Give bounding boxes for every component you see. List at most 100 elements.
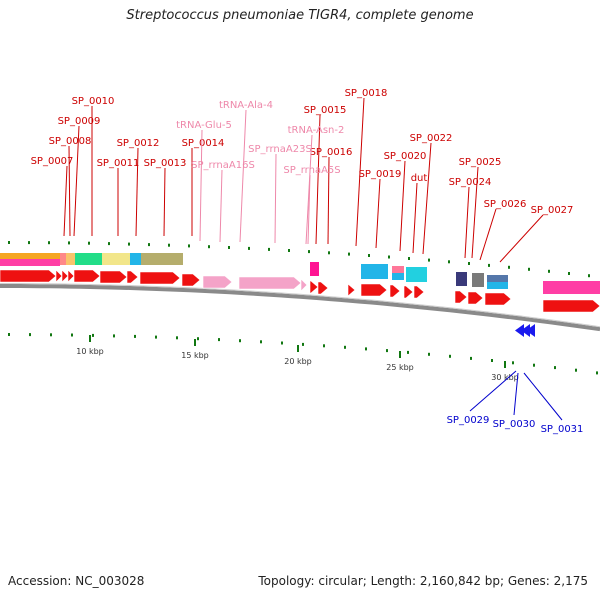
rna-feature-label-sp-rrnaa23s[interactable]: SP_rrnaA23S [248, 144, 312, 155]
annotation-block-6[interactable] [102, 253, 130, 265]
minor-tick-bottom [386, 349, 388, 353]
rna-feature-label-trna-ala-4[interactable]: tRNA-Ala-4 [219, 100, 273, 111]
reverse-gene-label-sp-0029[interactable]: SP_0029 [447, 415, 490, 426]
minor-tick-top [388, 255, 390, 259]
minor-tick-top [68, 241, 70, 245]
forward-gene-label-sp-0007[interactable]: SP_0007 [31, 156, 74, 167]
minor-tick-top [8, 241, 10, 244]
annotation-block-13[interactable] [406, 267, 427, 282]
forward-gene-arrow-16[interactable] [413, 285, 425, 299]
reverse-gene-label-sp-0031[interactable]: SP_0031 [541, 424, 584, 435]
forward-gene-arrow-14[interactable] [389, 284, 401, 298]
minor-tick-top [88, 241, 90, 245]
forward-gene-arrow-13[interactable] [360, 283, 388, 297]
annotation-block-17[interactable] [487, 282, 508, 289]
minor-tick-bottom [71, 333, 73, 337]
forward-gene-label-sp-0027[interactable]: SP_0027 [531, 205, 574, 216]
annotation-block-9[interactable] [310, 262, 319, 276]
minor-tick-bottom [512, 361, 514, 365]
forward-gene-arrow-5[interactable] [73, 269, 101, 283]
forward-gene-label-sp-0015[interactable]: SP_0015 [304, 105, 347, 116]
annotation-block-12[interactable] [392, 273, 404, 280]
forward-gene-arrow-11[interactable] [317, 281, 329, 295]
annotation-block-14[interactable] [456, 272, 467, 286]
annotation-block-7[interactable] [130, 253, 141, 265]
rna-feature-label-trna-asn-2[interactable]: tRNA-Asn-2 [288, 125, 345, 136]
forward-gene-label-sp-0009[interactable]: SP_0009 [58, 116, 101, 127]
reverse-gene-arrow-2[interactable] [521, 324, 530, 337]
annotation-block-11[interactable] [392, 266, 404, 273]
forward-gene-label-sp-0011[interactable]: SP_0011 [97, 158, 140, 169]
annotation-block-18[interactable] [543, 281, 600, 294]
minor-tick-top [108, 242, 110, 246]
forward-gene-arrow-8[interactable] [139, 271, 181, 285]
callout-line [479, 208, 497, 261]
callout-line [327, 156, 330, 245]
forward-gene-arrow-6[interactable] [99, 270, 128, 284]
genome-summary: Topology: circular; Length: 2,160,842 bp… [258, 574, 588, 588]
scale-label: 30 kbp [491, 373, 519, 382]
forward-gene-arrow-4[interactable] [67, 269, 75, 283]
forward-gene-label-sp-0008[interactable]: SP_0008 [49, 136, 92, 147]
forward-gene-label-sp-0016[interactable]: SP_0016 [310, 147, 353, 158]
forward-gene-arrow-3[interactable] [61, 269, 69, 283]
callout-line [73, 125, 80, 237]
forward-gene-label-sp-0025[interactable]: SP_0025 [459, 157, 502, 168]
forward-gene-label-sp-0012[interactable]: SP_0012 [117, 138, 160, 149]
annotation-block-1[interactable] [0, 253, 60, 259]
reverse-gene-arrow-1[interactable] [515, 324, 524, 337]
forward-gene-arrow-19[interactable] [484, 292, 512, 306]
forward-gene-label-sp-0019[interactable]: SP_0019 [359, 169, 402, 180]
reverse-gene-arrow-3[interactable] [526, 324, 535, 337]
annotation-block-3[interactable] [60, 253, 66, 265]
forward-gene-arrow-2[interactable] [55, 269, 63, 283]
forward-gene-arrow-17[interactable] [454, 290, 468, 304]
minor-tick-bottom [470, 356, 472, 360]
annotation-block-10[interactable] [361, 264, 388, 279]
callout-line [163, 167, 166, 237]
forward-gene-arrow-1[interactable] [0, 269, 57, 283]
minor-tick-top [228, 246, 230, 249]
forward-gene-arrow-9[interactable] [181, 273, 201, 287]
forward-gene-label-sp-0026[interactable]: SP_0026 [484, 199, 527, 210]
callout-line [422, 142, 432, 255]
forward-gene-arrow-15[interactable] [403, 285, 414, 299]
rna-feature-arrow-2[interactable] [238, 276, 302, 290]
rna-feature-label-trna-glu-5[interactable]: tRNA-Glu-5 [176, 120, 232, 131]
minor-tick-bottom [344, 345, 346, 349]
forward-gene-arrow-18[interactable] [467, 291, 484, 305]
rna-feature-label-sp-rrnaa16s[interactable]: SP_rrnaA16S [191, 160, 255, 171]
rna-feature-label-sp-rrnaa5s[interactable]: SP_rrnaA5S [283, 165, 340, 176]
forward-gene-arrow-10[interactable] [309, 280, 319, 294]
forward-gene-label-sp-0014[interactable]: SP_0014 [182, 138, 225, 149]
forward-gene-arrow-7[interactable] [126, 270, 139, 284]
minor-tick-top [348, 252, 350, 256]
forward-gene-label-sp-0020[interactable]: SP_0020 [384, 151, 427, 162]
rna-feature-arrow-1[interactable] [202, 275, 233, 289]
forward-gene-label-dut[interactable]: dut [411, 173, 428, 184]
minor-tick-bottom [113, 334, 115, 338]
forward-gene-arrow-20[interactable] [542, 299, 600, 313]
annotation-block-5[interactable] [75, 253, 102, 265]
callout-line [471, 166, 479, 259]
forward-gene-label-sp-0018[interactable]: SP_0018 [345, 88, 388, 99]
forward-gene-label-sp-0010[interactable]: SP_0010 [72, 96, 115, 107]
major-tick [399, 351, 401, 358]
minor-tick-top [308, 250, 310, 254]
forward-gene-arrow-12[interactable] [347, 283, 356, 297]
reverse-gene-label-sp-0030[interactable]: SP_0030 [493, 419, 536, 430]
minor-tick-bottom [575, 368, 577, 372]
annotation-block-8[interactable] [141, 253, 183, 265]
forward-gene-label-sp-0022[interactable]: SP_0022 [410, 133, 453, 144]
forward-gene-label-sp-0024[interactable]: SP_0024 [449, 177, 492, 188]
annotation-block-2[interactable] [0, 259, 60, 266]
annotation-block-16[interactable] [487, 275, 508, 282]
annotation-block-4[interactable] [66, 253, 75, 265]
forward-gene-label-sp-0013[interactable]: SP_0013 [144, 158, 187, 169]
rna-feature-arrow-3[interactable] [300, 278, 308, 292]
annotation-block-15[interactable] [472, 273, 484, 287]
map-title: Streptococcus pneumoniae TIGR4, complete… [126, 8, 474, 23]
callout-line [412, 182, 418, 254]
minor-tick-top [468, 262, 470, 265]
